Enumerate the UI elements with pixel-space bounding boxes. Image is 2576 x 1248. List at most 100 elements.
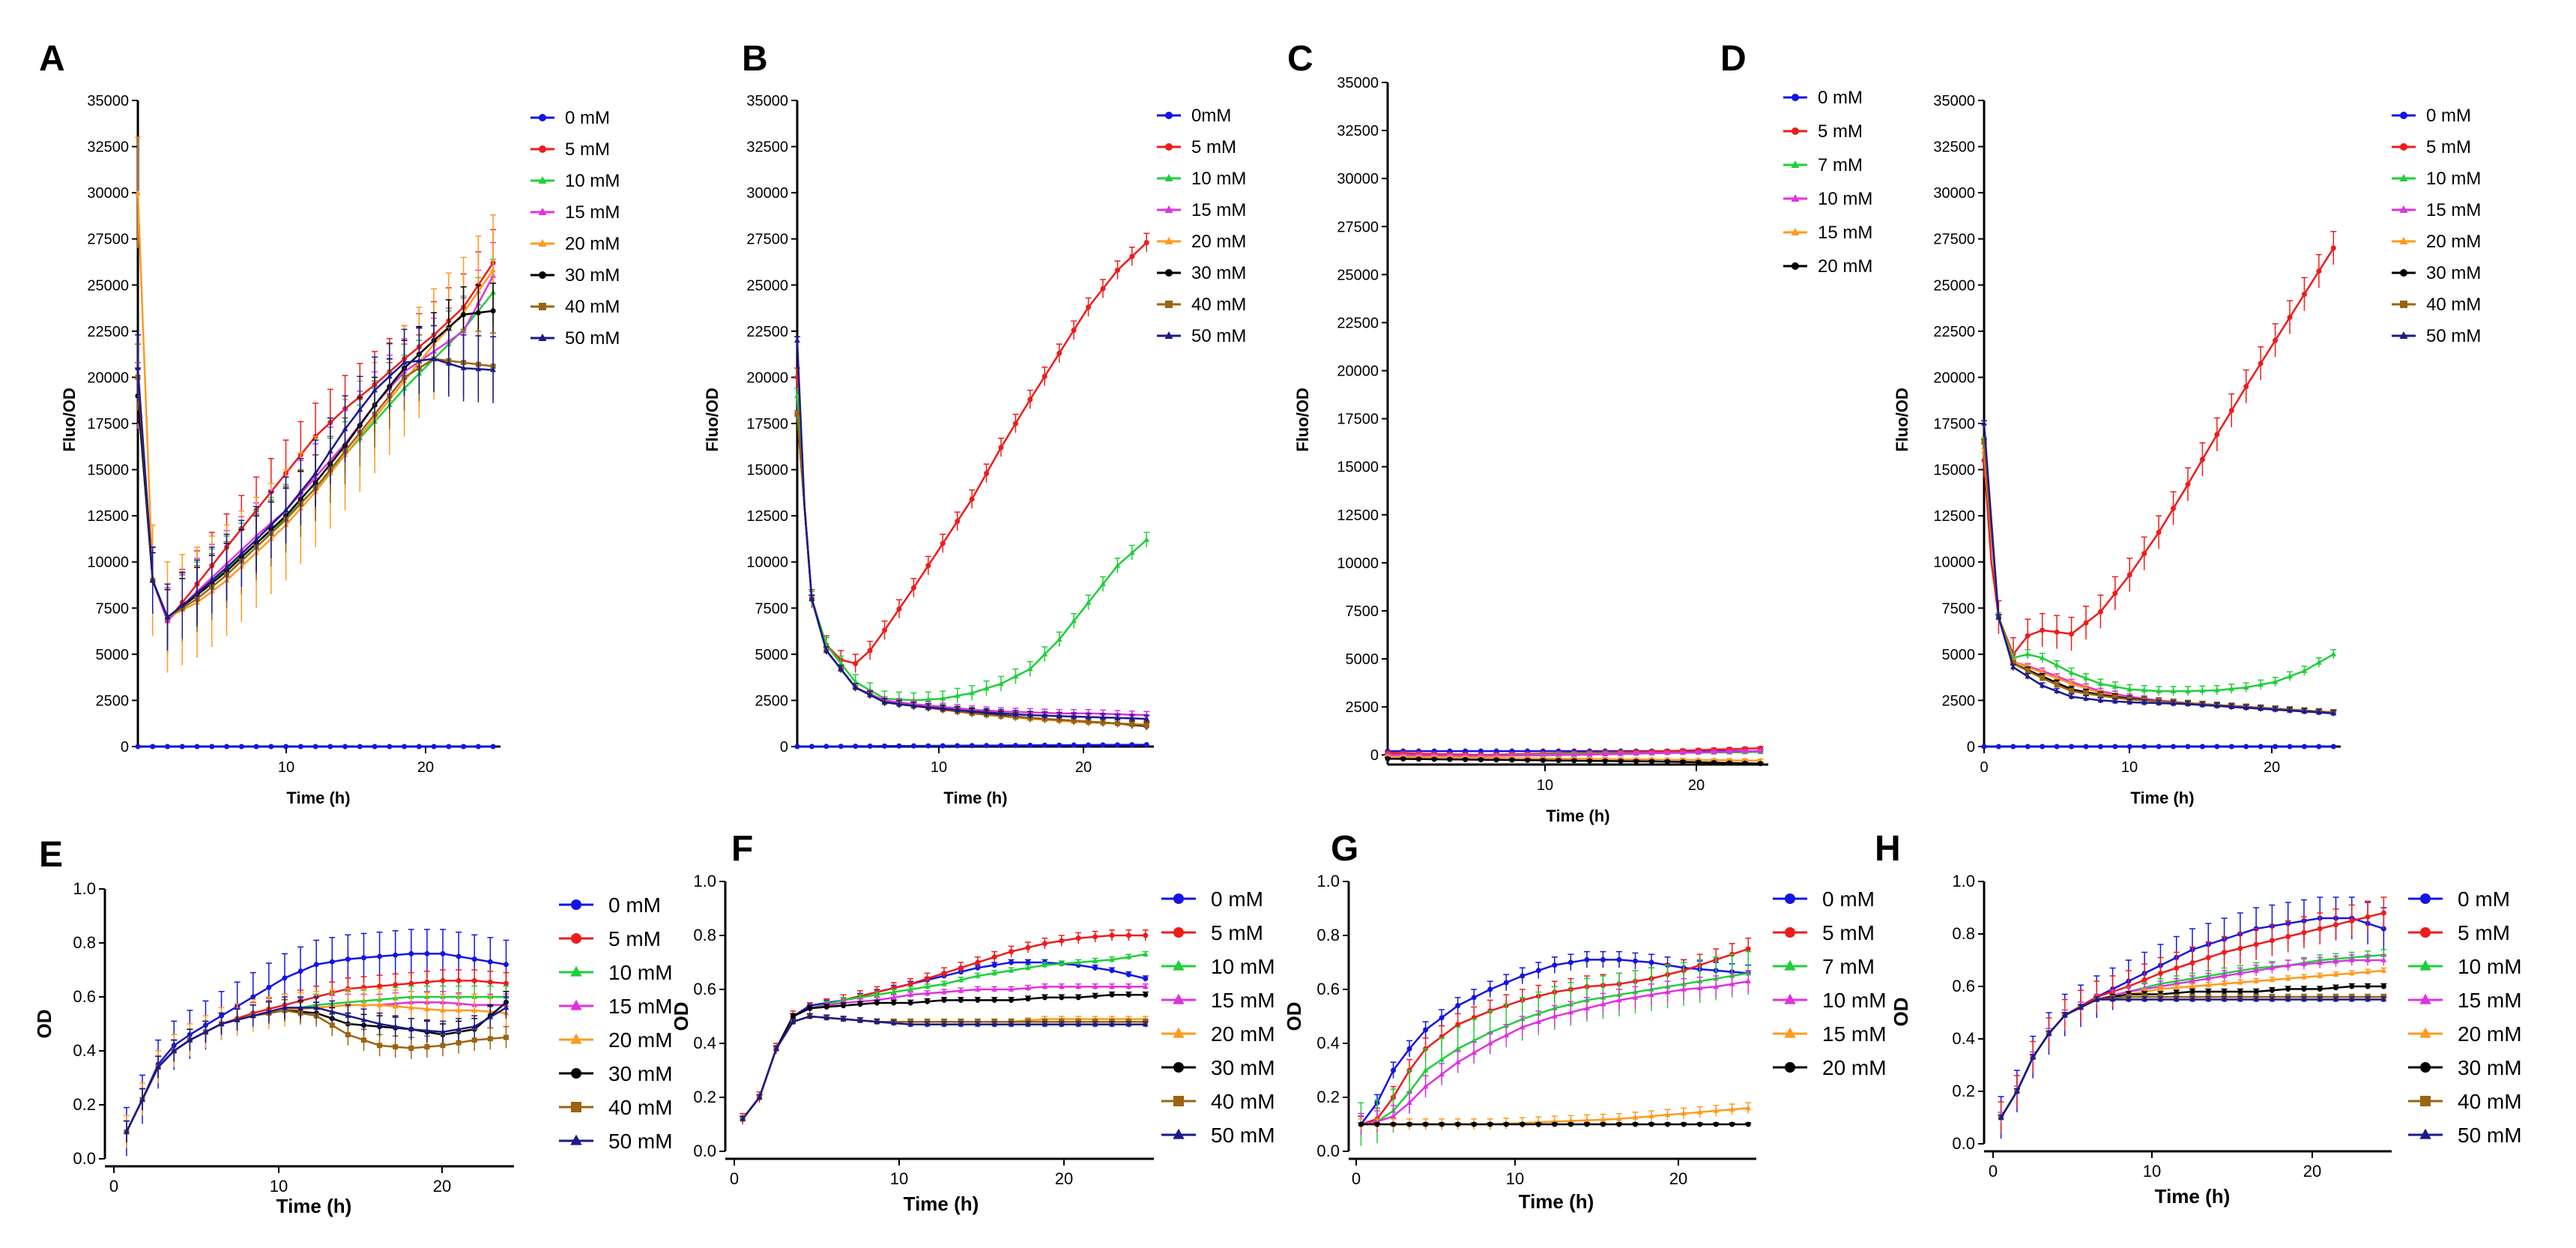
data-point [357, 744, 363, 750]
data-point [424, 1027, 430, 1033]
legend-label: 50 mM [2426, 326, 2481, 346]
data-point [941, 989, 947, 995]
data-point [2199, 687, 2206, 693]
data-point [1487, 1040, 1493, 1046]
data-point [1025, 996, 1031, 1002]
data-point [2316, 659, 2322, 665]
legend-marker [1165, 301, 1173, 308]
data-point [2054, 662, 2060, 668]
data-point [135, 189, 141, 195]
data-point [1551, 1013, 1558, 1019]
data-point [874, 992, 880, 997]
data-point [218, 1020, 225, 1026]
data-point [1520, 973, 1526, 979]
legend-marker [1784, 993, 1796, 1004]
data-point [297, 488, 304, 494]
y-tick-label: 22500 [746, 324, 788, 340]
data-point [2185, 687, 2191, 693]
data-point [1600, 1116, 1606, 1122]
x-tick-label: 10 [1537, 777, 1553, 794]
data-point [2332, 971, 2339, 977]
data-point [1075, 995, 1081, 1001]
legend-label: 30 mM [2426, 263, 2481, 283]
data-point [1143, 932, 1149, 938]
data-point [2301, 708, 2308, 714]
legend-marker [1791, 194, 1800, 202]
data-point [790, 1013, 796, 1019]
legend-marker [1173, 1096, 1184, 1106]
data-point [2068, 669, 2075, 675]
data-point [1041, 651, 1048, 657]
legend-marker [571, 933, 581, 944]
data-point [345, 1031, 351, 1037]
data-point [2349, 918, 2355, 923]
legend-label: 40 mM [565, 297, 620, 317]
data-point [1520, 1121, 1526, 1127]
y-tick-label: 20000 [87, 370, 129, 386]
data-point [2332, 958, 2339, 964]
series-0-mm [1981, 744, 2336, 750]
data-point [2348, 970, 2355, 976]
data-point [2214, 702, 2220, 708]
legend: 0 mM 5 mM 7 mM 10 mM 15 mM 20 mM [1773, 887, 1887, 1079]
data-point [1648, 959, 1654, 965]
data-point [1125, 932, 1131, 938]
data-point [1632, 1114, 1639, 1120]
data-point [969, 743, 975, 749]
data-point [2083, 744, 2089, 750]
data-point [2316, 744, 2322, 750]
x-axis-title: Time (h) [286, 789, 350, 807]
data-point [424, 979, 430, 985]
data-point [1109, 968, 1115, 974]
data-point [1143, 723, 1149, 729]
data-point [456, 1007, 462, 1013]
data-point [2285, 962, 2291, 968]
data-point [209, 744, 215, 750]
data-point [1406, 1121, 1412, 1127]
data-point [2243, 705, 2249, 711]
data-point [998, 681, 1004, 687]
x-axis-title: Time (h) [1519, 1190, 1594, 1213]
data-point [135, 364, 141, 370]
data-point [408, 1045, 414, 1051]
data-point [1092, 983, 1098, 989]
legend-label: 15 mM [608, 995, 673, 1018]
series-30-mm [1998, 983, 2387, 1121]
data-point [1008, 986, 1015, 992]
legend-marker [1785, 927, 1795, 938]
data-point [503, 962, 509, 968]
data-point [372, 744, 378, 750]
data-point [1487, 986, 1493, 992]
data-point [1025, 959, 1031, 965]
data-point [998, 743, 1004, 749]
legend-label: 10 mM [1191, 169, 1246, 189]
data-point [975, 959, 981, 965]
data-point [924, 1021, 931, 1027]
x-tick-label: 20 [2264, 759, 2280, 776]
data-point [1075, 959, 1082, 965]
data-point [2317, 996, 2323, 1002]
legend-marker [1164, 237, 1173, 244]
data-point [925, 563, 931, 569]
x-tick-label: 10 [1506, 1169, 1524, 1188]
data-point [1400, 756, 1406, 762]
data-point [1616, 997, 1622, 1003]
data-point [1567, 959, 1573, 965]
data-point [2221, 980, 2228, 986]
data-point [440, 1028, 446, 1034]
legend-label: 10 mM [2458, 955, 2522, 978]
data-point [2112, 695, 2118, 701]
x-tick-label: 20 [433, 1177, 451, 1196]
data-point [1602, 758, 1608, 764]
data-point [490, 367, 496, 373]
data-point [1567, 1118, 1574, 1124]
data-point [194, 590, 200, 596]
y-tick-label: 0.4 [73, 1041, 96, 1060]
data-point [958, 977, 964, 983]
data-point [1008, 967, 1015, 973]
data-point [975, 997, 981, 1003]
data-point [1463, 756, 1469, 762]
legend-label: 40 mM [1191, 295, 1246, 315]
data-point [958, 987, 964, 993]
data-point [456, 1026, 462, 1031]
